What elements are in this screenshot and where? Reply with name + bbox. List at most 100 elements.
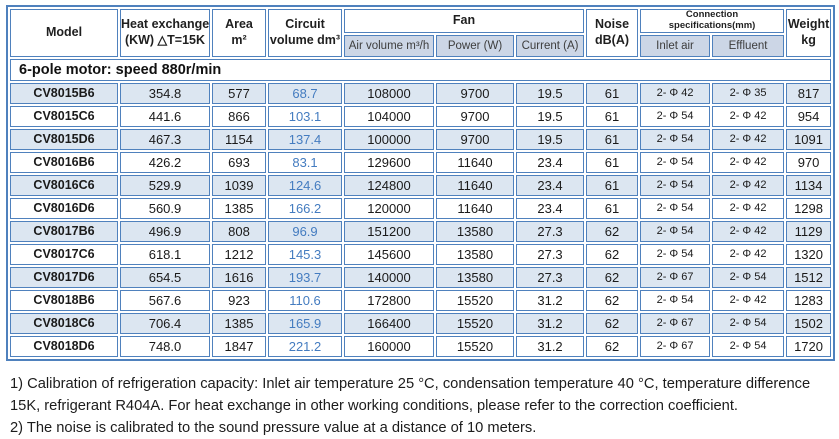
- footnote-1: 1) Calibration of refrigeration capacity…: [10, 375, 811, 414]
- cell-heat: 560.9: [120, 197, 210, 219]
- cell-current: 23.4: [516, 197, 585, 219]
- cell-inlet: 2- Φ 67: [640, 335, 711, 357]
- spec-table: Model Heat exchange (KW) △T=15K Area m² …: [6, 5, 836, 361]
- cell-current: 27.3: [516, 220, 585, 242]
- cell-power: 11640: [436, 174, 514, 196]
- cell-current: 27.3: [516, 243, 585, 265]
- cell-circuit: 193.7: [268, 266, 342, 288]
- cell-model: CV8017D6: [10, 266, 118, 288]
- cell-current: 23.4: [516, 174, 585, 196]
- cell-heat: 441.6: [120, 105, 210, 127]
- cell-current: 19.5: [516, 82, 585, 104]
- cell-noise: 62: [586, 312, 639, 334]
- cell-model: CV8017B6: [10, 220, 118, 242]
- area-label-line1: Area: [225, 17, 253, 32]
- cell-weight: 1512: [786, 266, 832, 288]
- cell-current: 31.2: [516, 335, 585, 357]
- table-row: CV8017B6 496.9 808 96.9 151200 13580 27.3 62 2- …: [10, 220, 832, 242]
- cell-inlet: 2- Φ 54: [640, 289, 711, 311]
- cell-power: 11640: [436, 151, 514, 173]
- table-header: Model Heat exchange (KW) △T=15K Area m² …: [10, 9, 832, 57]
- footnotes: 1) Calibration of refrigeration capacity…: [6, 373, 839, 439]
- cell-power: 15520: [436, 312, 514, 334]
- cell-noise: 62: [586, 335, 639, 357]
- cell-area: 923: [212, 289, 266, 311]
- cell-heat: 529.9: [120, 174, 210, 196]
- cell-weight: 1134: [786, 174, 832, 196]
- circuit-label-line2: volume dm³: [269, 32, 341, 47]
- heat-label-line2: (KW) △T=15K: [124, 32, 206, 47]
- col-group-connection: Connection specifications(mm): [640, 9, 785, 33]
- footnote-2: 2) The noise is calibrated to the sound …: [10, 419, 537, 436]
- table-body: 6-pole motor: speed 880r/min CV8015B6 354…: [10, 58, 832, 357]
- cell-effluent: 2- Φ 54: [712, 335, 785, 357]
- cell-area: 1385: [212, 197, 266, 219]
- cell-air: 100000: [344, 128, 434, 150]
- cell-circuit: 124.6: [268, 174, 342, 196]
- cell-current: 31.2: [516, 289, 585, 311]
- cell-heat: 654.5: [120, 266, 210, 288]
- circuit-label-line1: Circuit: [285, 17, 325, 32]
- cell-effluent: 2- Φ 42: [712, 105, 785, 127]
- cell-weight: 1091: [786, 128, 832, 150]
- cell-inlet: 2- Φ 54: [640, 105, 711, 127]
- cell-effluent: 2- Φ 42: [712, 220, 785, 242]
- cell-air: 151200: [344, 220, 434, 242]
- cell-circuit: 166.2: [268, 197, 342, 219]
- cell-air: 145600: [344, 243, 434, 265]
- cell-noise: 61: [586, 174, 639, 196]
- cell-weight: 1129: [786, 220, 832, 242]
- col-header-current: Current (A): [516, 34, 585, 57]
- table-row: CV8015C6 441.6 866 103.1 104000 9700 19.5 61 2- …: [10, 105, 832, 127]
- heat-label-line1: Heat exchange: [121, 17, 210, 32]
- cell-power: 15520: [436, 335, 514, 357]
- cell-power: 13580: [436, 266, 514, 288]
- cell-circuit: 103.1: [268, 105, 342, 127]
- cell-air: 124800: [344, 174, 434, 196]
- cell-model: CV8015D6: [10, 128, 118, 150]
- cell-weight: 1320: [786, 243, 832, 265]
- cell-current: 19.5: [516, 105, 585, 127]
- cell-noise: 61: [586, 151, 639, 173]
- cell-effluent: 2- Φ 42: [712, 289, 785, 311]
- cell-air: 108000: [344, 82, 434, 104]
- cell-area: 808: [212, 220, 266, 242]
- header-row-groups: Model Heat exchange (KW) △T=15K Area m² …: [10, 9, 832, 57]
- cell-weight: 1502: [786, 312, 832, 334]
- cell-heat: 706.4: [120, 312, 210, 334]
- weight-label-line1: Weight: [787, 17, 830, 32]
- cell-weight: 1298: [786, 197, 832, 219]
- table-row: CV8016C6 529.9 1039 124.6 124800 11640 23.4 61 2…: [10, 174, 832, 196]
- noise-label-line1: Noise: [595, 17, 630, 32]
- cell-power: 13580: [436, 243, 514, 265]
- cell-current: 23.4: [516, 151, 585, 173]
- cell-noise: 62: [586, 243, 639, 265]
- cell-circuit: 68.7: [268, 82, 342, 104]
- cell-weight: 954: [786, 105, 832, 127]
- cell-weight: 1283: [786, 289, 832, 311]
- cell-circuit: 165.9: [268, 312, 342, 334]
- cell-area: 577: [212, 82, 266, 104]
- cell-model: CV8017C6: [10, 243, 118, 265]
- col-header-heat-exchange: Heat exchange (KW) △T=15K: [120, 9, 210, 57]
- cell-noise: 61: [586, 82, 639, 104]
- header-row-subcolumns: Air volume m³/h Power (W) Current (A) In…: [10, 34, 831, 57]
- col-header-effluent: Effluent: [712, 34, 785, 57]
- cell-circuit: 110.6: [268, 289, 342, 311]
- cell-noise: 61: [586, 128, 639, 150]
- cell-inlet: 2- Φ 67: [640, 266, 711, 288]
- table-row: CV8018D6 748.0 1847 221.2 160000 15520 31.2 62 2…: [10, 335, 832, 357]
- cell-inlet: 2- Φ 54: [640, 220, 711, 242]
- cell-effluent: 2- Φ 42: [712, 174, 785, 196]
- cell-model: CV8016B6: [10, 151, 118, 173]
- cell-area: 1212: [212, 243, 266, 265]
- cell-model: CV8015C6: [10, 105, 118, 127]
- cell-area: 1616: [212, 266, 266, 288]
- noise-label-line2: dB(A): [595, 32, 630, 47]
- cell-area: 1039: [212, 174, 266, 196]
- cell-circuit: 83.1: [268, 151, 342, 173]
- area-label-line2: m²: [231, 32, 247, 47]
- section-title: 6-pole motor: speed 880r/min: [10, 58, 832, 81]
- cell-heat: 496.9: [120, 220, 210, 242]
